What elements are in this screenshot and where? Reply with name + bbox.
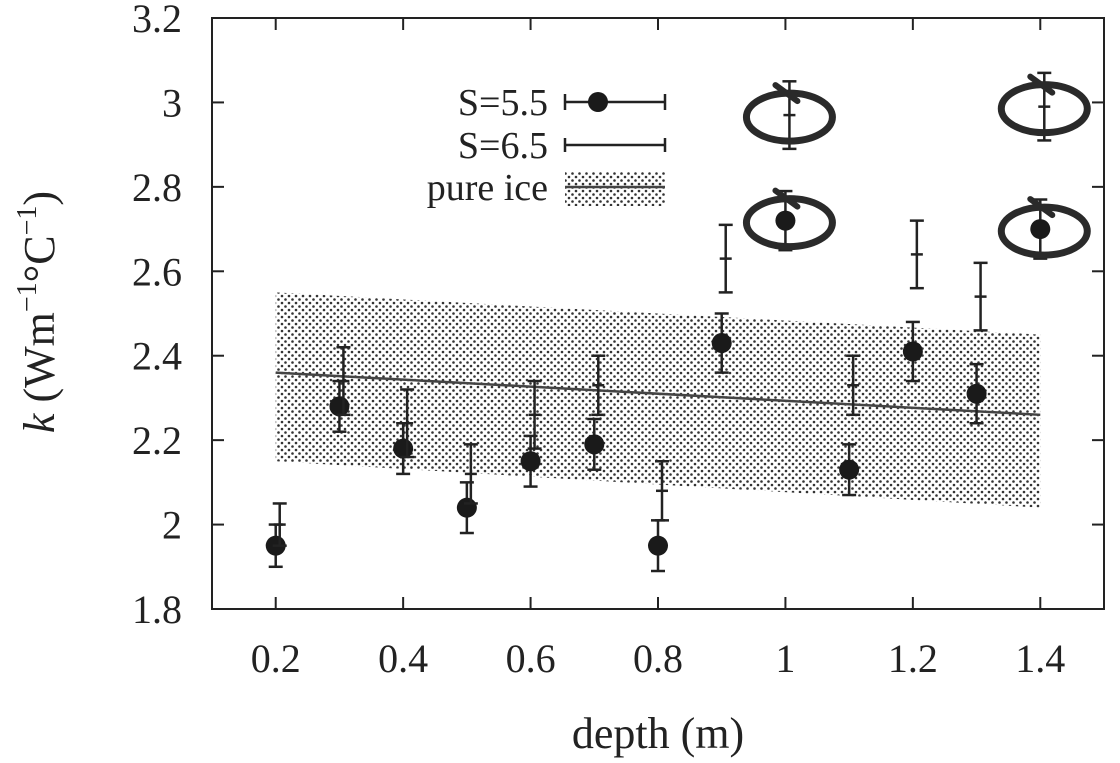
marker-circle	[393, 438, 414, 459]
y-axis-title-unit2: °C	[15, 235, 64, 282]
marker-circle	[648, 535, 668, 556]
point-s65	[336, 346, 351, 417]
point-s55	[648, 519, 668, 573]
y-tick-label: 2.2	[132, 418, 182, 463]
point-s55	[456, 481, 477, 535]
point-s55	[966, 362, 987, 425]
ticks: 0.2 0.4 0.6 0.8 1 1.2 1.4 1.8 2 2.2 2.4 2.6 2.8 3 3.2	[132, 0, 1104, 681]
point-s65	[973, 261, 988, 332]
legend-label-pure-ice: pure ice	[427, 167, 548, 209]
y-tick-label: 3	[162, 80, 182, 125]
marker-circle	[775, 210, 796, 231]
legend-label-s55: S=5.5	[458, 82, 548, 124]
point-s55	[520, 434, 541, 488]
y-tick-label: 1.8	[132, 587, 182, 632]
y-axis-title-exp2: −1	[12, 206, 43, 236]
circle-annotation-tail	[1027, 73, 1056, 96]
annotations	[742, 73, 1091, 259]
y-axis-title-unit: (Wm	[15, 312, 64, 413]
marker-circle	[584, 434, 605, 455]
circle-annotation-tail	[772, 187, 801, 210]
y-axis-title-close: )	[15, 191, 64, 206]
x-tick-label: 1	[775, 636, 795, 681]
circle-annotation-tail	[772, 82, 801, 105]
data-points	[265, 71, 1052, 573]
pure-ice-band-layer	[275, 292, 1041, 508]
marker-circle	[329, 396, 350, 417]
x-tick-label: 0.8	[633, 636, 683, 681]
point-s65	[718, 223, 733, 294]
y-tick-label: 3.2	[132, 0, 182, 41]
point-s55	[902, 320, 923, 383]
point-s65	[463, 443, 478, 505]
x-tick-label: 0.4	[378, 636, 428, 681]
legend-label-s65: S=6.5	[458, 125, 548, 167]
y-axis-title-exp1: −1	[12, 282, 43, 312]
pure-ice-line	[275, 371, 1041, 417]
y-tick-label: 2.6	[132, 249, 182, 294]
legend-swatch-s65	[563, 138, 667, 152]
marker-circle	[966, 383, 987, 404]
point-s65	[527, 379, 542, 450]
point-s55	[839, 443, 860, 497]
x-tick-label: 0.2	[251, 636, 301, 681]
point-s65	[909, 219, 924, 290]
y-tick-label: 2.8	[132, 165, 182, 210]
legend-swatch-pure-ice	[565, 172, 665, 206]
marker-circle	[711, 333, 732, 354]
marker-circle	[1030, 219, 1051, 240]
marker-circle	[520, 451, 541, 472]
legend-swatch-s55	[563, 92, 667, 112]
marker-circle	[902, 341, 923, 362]
y-axis-title-symbol: k	[15, 412, 64, 433]
y-tick-label: 2	[162, 503, 182, 548]
x-axis-title: depth (m)	[572, 709, 744, 758]
x-tick-label: 0.6	[506, 636, 556, 681]
marker-circle	[839, 459, 860, 480]
point-s65	[272, 502, 287, 547]
point-s65	[655, 460, 669, 522]
legend: S=5.5 S=6.5 pure ice	[427, 82, 667, 209]
point-s55	[711, 312, 732, 374]
marker-circle	[456, 497, 477, 518]
y-axis-title: k (Wm−1°C−1)	[12, 191, 64, 433]
x-tick-label: 1.4	[1015, 636, 1065, 681]
point-s55	[584, 417, 605, 471]
x-tick-label: 1.2	[888, 636, 938, 681]
pure-ice-band	[275, 292, 1041, 508]
point-s65	[591, 354, 606, 417]
y-tick-label: 2.4	[132, 334, 182, 379]
point-s65	[846, 354, 861, 417]
circle-annotation-tail	[1027, 196, 1056, 219]
point-s65	[400, 388, 415, 459]
